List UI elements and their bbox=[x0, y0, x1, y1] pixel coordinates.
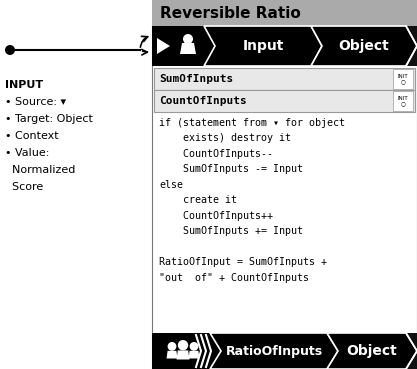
Bar bbox=[152, 26, 417, 66]
Text: CountOfInputs: CountOfInputs bbox=[159, 96, 247, 106]
Polygon shape bbox=[210, 333, 338, 369]
Text: Object: Object bbox=[347, 344, 397, 358]
Text: ●: ● bbox=[183, 41, 191, 51]
Text: • Context: • Context bbox=[5, 131, 59, 141]
Circle shape bbox=[183, 34, 193, 44]
Polygon shape bbox=[152, 333, 221, 369]
Bar bbox=[393, 91, 413, 111]
Bar bbox=[152, 333, 417, 369]
Circle shape bbox=[168, 342, 176, 351]
Bar bbox=[154, 90, 415, 112]
Text: SumOfInputs -= Input: SumOfInputs -= Input bbox=[159, 164, 303, 174]
Polygon shape bbox=[311, 26, 417, 66]
Text: ○: ○ bbox=[401, 101, 405, 107]
Text: CountOfInputs--: CountOfInputs-- bbox=[159, 149, 273, 159]
Bar bbox=[154, 68, 415, 90]
Text: ●: ● bbox=[184, 40, 190, 46]
Text: Object: Object bbox=[339, 39, 389, 53]
Polygon shape bbox=[327, 333, 417, 369]
Bar bbox=[152, 0, 417, 26]
Text: INIT: INIT bbox=[398, 75, 408, 79]
Polygon shape bbox=[176, 351, 189, 359]
Polygon shape bbox=[166, 351, 178, 359]
Text: Normalized: Normalized bbox=[5, 165, 75, 175]
Bar bbox=[152, 26, 417, 369]
Polygon shape bbox=[188, 351, 199, 359]
Text: SumOfInputs += Input: SumOfInputs += Input bbox=[159, 226, 303, 236]
Text: • Target: Object: • Target: Object bbox=[5, 114, 93, 124]
Text: RatioOfInput = SumOfInputs +: RatioOfInput = SumOfInputs + bbox=[159, 257, 327, 267]
Polygon shape bbox=[180, 43, 196, 54]
Circle shape bbox=[178, 340, 188, 351]
Text: SumOfInputs: SumOfInputs bbox=[159, 74, 233, 84]
Text: create it: create it bbox=[159, 195, 237, 205]
Text: Input: Input bbox=[242, 39, 284, 53]
Polygon shape bbox=[152, 26, 215, 66]
Polygon shape bbox=[204, 26, 322, 66]
Circle shape bbox=[5, 45, 15, 55]
Text: if (statement from ▾ for object: if (statement from ▾ for object bbox=[159, 118, 345, 128]
Text: CountOfInputs++: CountOfInputs++ bbox=[159, 211, 273, 221]
Circle shape bbox=[190, 342, 198, 351]
Text: INIT: INIT bbox=[398, 97, 408, 101]
Text: Reversible Ratio: Reversible Ratio bbox=[160, 6, 301, 21]
Text: INPUT: INPUT bbox=[5, 80, 43, 90]
Text: Score: Score bbox=[5, 182, 43, 192]
Text: else: else bbox=[159, 180, 183, 190]
Text: RatioOfInputs: RatioOfInputs bbox=[226, 345, 323, 358]
Bar bbox=[393, 69, 413, 89]
Text: "out  of" + CountOfInputs: "out of" + CountOfInputs bbox=[159, 273, 309, 283]
Text: exists) destroy it: exists) destroy it bbox=[159, 133, 291, 143]
Text: • Value:: • Value: bbox=[5, 148, 49, 158]
Text: • Source: ▾: • Source: ▾ bbox=[5, 97, 66, 107]
Polygon shape bbox=[157, 38, 170, 54]
Text: ○: ○ bbox=[401, 79, 405, 85]
